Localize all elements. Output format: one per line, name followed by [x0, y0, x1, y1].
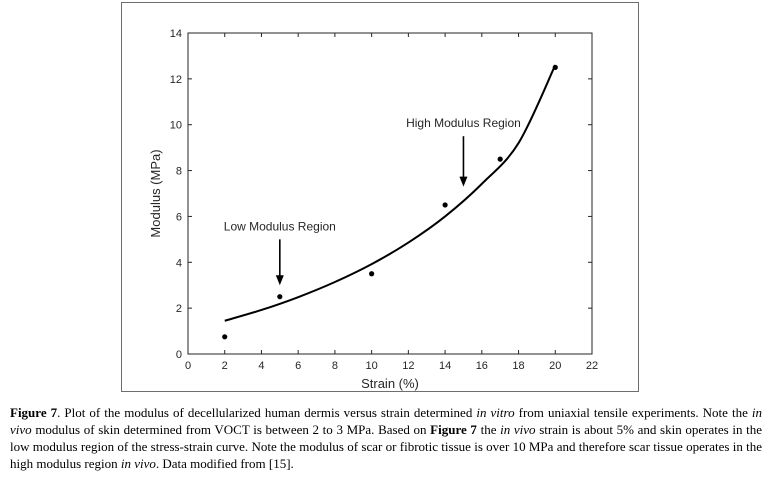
plot-box	[187, 32, 593, 355]
y-axis-title: Modulus (MPa)	[148, 149, 163, 237]
x-tick-label: 4	[258, 360, 264, 372]
high-modulus-label: High Modulus Region	[406, 116, 521, 130]
annotation-arrowhead-icon	[459, 176, 468, 187]
data-point	[369, 271, 375, 277]
caption-text-4: the	[476, 422, 501, 437]
caption-in-vivo-2: in vivo	[500, 422, 536, 437]
x-tick-label: 12	[402, 360, 414, 372]
y-tick-label: 0	[176, 349, 182, 361]
y-tick-label: 4	[176, 257, 182, 269]
y-tick-label: 8	[176, 166, 182, 178]
caption-text-2: from uniaxial tensile experiments. Note …	[514, 405, 752, 420]
x-tick-label: 8	[332, 360, 338, 372]
fit-curve-line	[224, 64, 557, 322]
x-tick-label: 10	[366, 360, 378, 372]
caption-figure-ref: Figure 7	[430, 422, 477, 437]
figure-frame: 0 2 4 6 8 10 12 14 16 18 20 22 0 2 4 6 8 10 12 14 Low Modul…	[121, 2, 639, 392]
x-tick-label: 0	[185, 360, 191, 372]
x-tick-label: 20	[549, 360, 561, 372]
x-tick-label: 16	[476, 360, 488, 372]
x-tick-label: 6	[295, 360, 301, 372]
annotations-layer: Low Modulus Region High Modulus Region	[224, 116, 521, 286]
x-tick-label: 18	[512, 360, 524, 372]
y-tick-label: 14	[170, 28, 182, 40]
caption-text-3: modulus of skin determined from VOCT is …	[31, 422, 431, 437]
data-point	[497, 156, 503, 162]
data-point	[222, 334, 228, 340]
y-tick-label: 12	[170, 74, 182, 86]
x-tick-label: 14	[439, 360, 451, 372]
low-modulus-label: Low Modulus Region	[224, 219, 336, 233]
data-points-layer	[222, 64, 558, 340]
caption-in-vivo-1: in vivo	[10, 405, 763, 437]
y-tick-label: 2	[176, 303, 182, 315]
x-axis-title: Strain (%)	[361, 376, 419, 391]
data-point	[277, 294, 283, 300]
x-tick-label: 22	[586, 360, 598, 372]
caption-text-1: . Plot of the modulus of decellularized …	[57, 405, 477, 420]
caption-in-vitro: in vitro	[476, 405, 515, 420]
x-tick-label: 2	[222, 360, 228, 372]
fit-curve-layer	[224, 64, 557, 322]
caption-in-vivo-3: in vivo	[120, 456, 156, 471]
caption-text-5: strain is about 5% and skin operates in …	[10, 422, 763, 471]
data-point	[442, 202, 448, 208]
y-tick-label: 6	[176, 211, 182, 223]
figure-caption: Figure 7. Plot of the modulus of decellu…	[10, 404, 762, 472]
annotation-arrowhead-icon	[275, 275, 284, 286]
modulus-strain-chart: 0 2 4 6 8 10 12 14 16 18 20 22 0 2 4 6 8 10 12 14 Low Modul…	[148, 28, 598, 391]
y-tick-label: 10	[170, 120, 182, 132]
caption-figure-label: Figure 7	[10, 405, 58, 420]
axes: 0 2 4 6 8 10 12 14 16 18 20 22 0 2 4 6 8 10 12 14	[170, 28, 598, 372]
data-point	[552, 64, 558, 70]
caption-text-6: . Data modified from [15].	[155, 456, 294, 471]
